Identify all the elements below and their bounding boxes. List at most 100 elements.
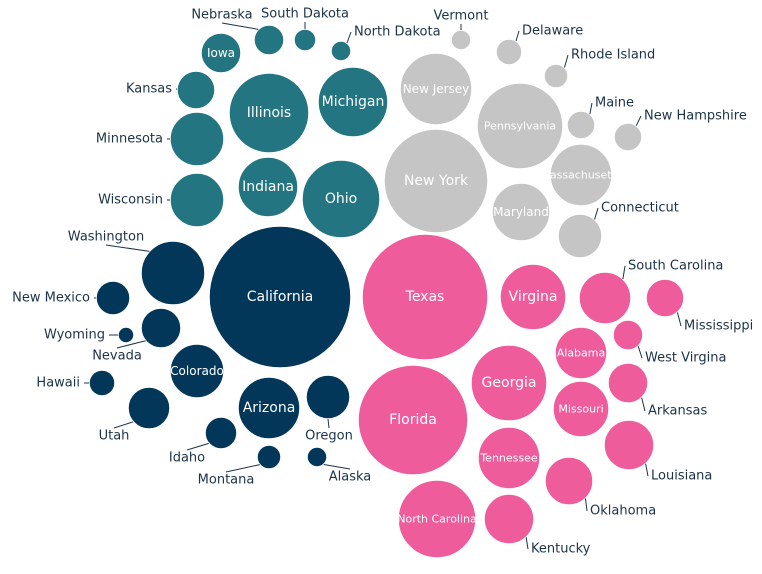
bubble-label-alabama: Alabama [557,347,606,360]
bubble-label-kentucky: Kentucky [531,542,591,557]
bubble-massachusetts [549,143,613,207]
bubble-wisconsin [169,172,225,228]
bubble-texas [361,233,489,361]
bubble-new-hampshire [613,122,643,152]
bubble-delaware [495,38,523,66]
bubble-virgina [499,263,567,331]
leader-line-maine [589,102,593,115]
bubble-label-vermont: Vermont [434,9,489,24]
leader-line-new-hampshire [635,115,642,126]
bubble-label-missouri: Missouri [558,403,603,416]
leader-line-oregon [327,418,330,429]
bubble-label-illinois: Illinois [247,105,291,121]
bubble-oklahoma [544,456,594,506]
leader-line-delaware [515,30,520,42]
leader-line-nebraska [221,22,259,30]
bubble-michigan [317,66,389,138]
bubble-label-ohio: Ohio [325,191,357,207]
leader-line-montana [225,464,260,473]
bubble-nevada [140,307,182,349]
bubble-label-utah: Utah [99,429,130,444]
bubble-arizona [237,376,301,440]
bubble-kentucky [483,493,535,545]
bubble-label-oregon: Oregon [305,429,353,444]
leader-line-mississippi [676,312,682,327]
bubble-label-new-mexico: New Mexico [12,291,90,306]
bubble-florida [357,364,469,476]
bubble-new-mexico [95,280,131,316]
bubble-label-connecticut: Connecticut [601,201,679,216]
bubble-label-nebraska: Nebraska [191,8,252,23]
bubble-label-maryland: Maryland [493,205,549,219]
leader-line-connecticut [594,207,599,220]
bubble-ohio [301,159,381,239]
bubble-maine [566,110,596,140]
bubble-kansas [176,70,216,110]
bubble-iowa [200,32,242,74]
bubble-alaska [306,446,328,468]
bubble-arkansas [607,362,649,404]
bubble-label-mississippi: Mississippi [684,319,753,334]
bubble-label-montana: Montana [198,473,255,488]
bubble-label-kansas: Kansas [126,82,172,97]
bubble-hawaii [88,369,116,397]
bubble-maryland [491,182,551,242]
bubble-new-jersey [399,52,473,126]
bubble-label-virgina: Virgina [509,289,558,305]
bubble-label-tennessee: Tennessee [479,452,538,465]
bubble-label-iowa: Iowa [207,46,235,60]
bubble-label-minnesota: Minnesota [96,132,163,147]
bubble-label-south-carolina: South Carolina [628,259,723,274]
bubble-utah [127,386,171,430]
bubble-alabama [554,326,608,380]
leader-line-utah [113,421,134,429]
bubble-west-virgina [612,319,644,351]
bubble-label-wyoming: Wyoming [44,328,105,343]
bubble-label-indiana: Indiana [242,179,294,195]
bubble-label-texas: Texas [405,289,445,305]
bubble-label-south-dakota: South Dakota [261,7,349,22]
bubble-label-washington: Washington [68,230,144,245]
leader-line-arkansas [641,397,646,412]
bubble-label-florida: Florida [389,412,437,428]
bubble-label-michigan: Michigan [322,94,385,110]
bubble-label-wisconsin: Wisconsin [98,193,163,208]
bubble-colorado [169,343,225,399]
leader-line-west-virgina [637,345,643,359]
leader-line-washington [105,244,150,252]
bubble-mississippi [645,278,685,318]
bubble-label-new-york: New York [404,173,469,189]
bubble-nebraska [253,24,285,56]
bubble-label-rhode-island: Rhode Island [571,48,655,63]
leader-line-south-carolina [622,265,626,280]
bubble-label-north-dakota: North Dakota [354,25,441,40]
bubble-new-york [383,128,489,234]
leader-line-north-dakota [346,31,352,44]
bubble-label-massachusetts: Massachusetts [540,169,622,182]
bubble-vermont [450,29,472,51]
bubble-label-hawaii: Hawaii [36,376,80,391]
leader-line-louisiana [645,463,649,477]
bubble-georgia [470,344,548,422]
leader-line-alaska [323,463,351,470]
bubble-label-north-carolina: North Carolina [397,513,477,526]
bubble-idaho [204,416,238,450]
bubble-montana [256,444,282,470]
bubble-label-west-virgina: West Virgina [645,351,727,366]
bubble-label-georgia: Georgia [482,375,537,391]
bubble-california [208,225,352,369]
bubble-layer [88,24,685,559]
bubble-north-dakota [330,40,352,62]
bubble-indiana [237,156,299,218]
leader-line-idaho [186,442,209,451]
bubble-illinois [228,72,310,154]
leader-line-oklahoma [584,498,588,512]
bubble-label-california: California [247,289,313,305]
bubble-label-new-hampshire: New Hampshire [644,109,747,124]
bubble-label-nevada: Nevada [92,349,142,364]
leader-line-rhode-island [564,54,569,68]
bubble-label-arizona: Arizona [243,400,296,416]
bubble-oregon [305,374,351,420]
bubble-pennsylvania [476,82,564,170]
